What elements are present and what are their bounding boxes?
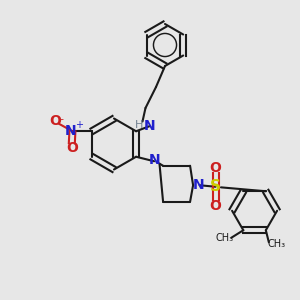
Text: CH₃: CH₃	[267, 239, 285, 249]
Text: N: N	[65, 124, 77, 138]
Text: O: O	[66, 141, 78, 155]
Text: H: H	[135, 119, 144, 130]
Text: N: N	[193, 178, 204, 192]
Text: CH₃: CH₃	[216, 233, 234, 243]
Text: O: O	[49, 114, 61, 128]
Text: N: N	[144, 119, 156, 133]
Text: S: S	[210, 179, 221, 194]
Text: -: -	[59, 114, 63, 124]
Text: +: +	[75, 120, 83, 130]
Text: O: O	[210, 161, 221, 175]
Text: N: N	[149, 153, 161, 167]
Text: O: O	[210, 199, 221, 213]
